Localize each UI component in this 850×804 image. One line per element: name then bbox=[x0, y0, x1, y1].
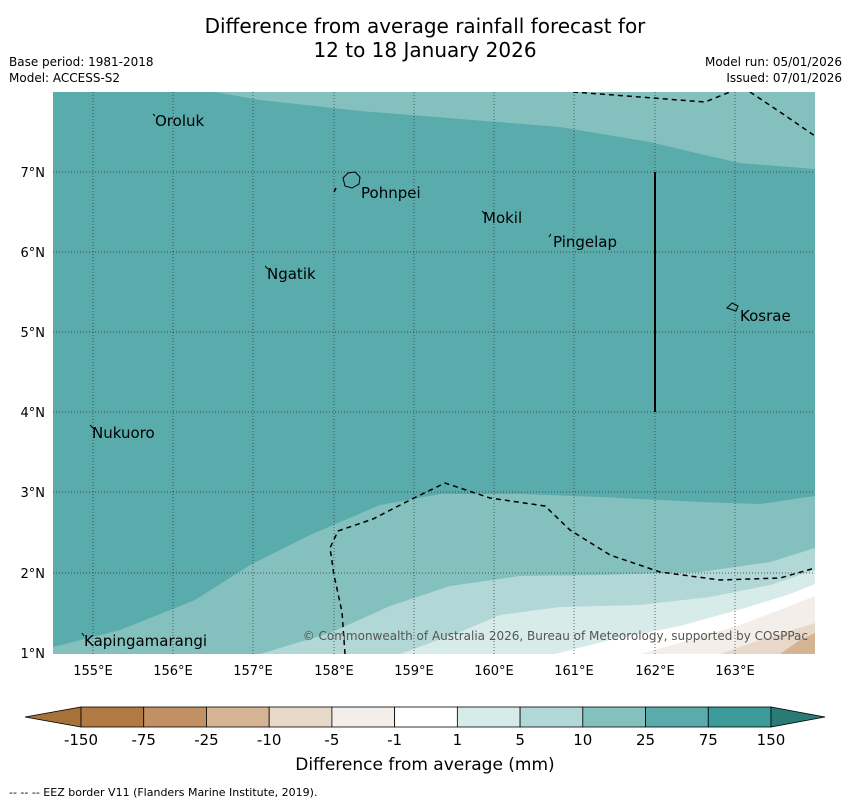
colorbar-tick-label: -75 bbox=[131, 731, 156, 749]
lat-label-1: 1°N bbox=[21, 647, 46, 662]
lon-label-163: 163°E bbox=[715, 664, 755, 679]
label-kapingamarangi: Kapingamarangi bbox=[84, 632, 207, 650]
lon-label-161: 161°E bbox=[554, 664, 594, 679]
eez-border-south bbox=[329, 482, 815, 654]
lat-label-6: 6°N bbox=[21, 246, 46, 261]
title-line-2: 12 to 18 January 2026 bbox=[313, 38, 537, 62]
colorbar-tick-label: -150 bbox=[64, 731, 98, 749]
lat-axis-labels: 7°N 6°N 5°N 4°N 3°N 2°N 1°N bbox=[21, 166, 46, 662]
colorbar-segment bbox=[331, 706, 396, 728]
lon-label-162: 162°E bbox=[635, 664, 675, 679]
label-pingelap: Pingelap bbox=[553, 233, 617, 251]
lat-label-7: 7°N bbox=[21, 166, 46, 181]
colorbar-segment bbox=[394, 706, 458, 728]
colorbar-tick-label: 75 bbox=[699, 731, 718, 749]
label-pohnpei: Pohnpei bbox=[361, 184, 421, 202]
band-minus25-minus10 bbox=[780, 633, 815, 654]
lat-label-4: 4°N bbox=[21, 406, 46, 421]
colorbar-segment bbox=[80, 706, 145, 728]
eez-border-northeast bbox=[749, 92, 815, 137]
colorbar-labels: -150 -75 -25 -10 -5 -1 1 5 10 25 75 150 bbox=[64, 731, 785, 749]
kosrae-island bbox=[726, 302, 739, 312]
copyright-text: © Commonwealth of Australia 2026, Bureau… bbox=[303, 629, 808, 643]
kapingamarangi-atoll bbox=[81, 632, 85, 637]
lon-label-159: 159°E bbox=[394, 664, 434, 679]
islands bbox=[81, 113, 739, 637]
colorbar-extend-high bbox=[770, 706, 826, 728]
title-line-1: Difference from average rainfall forecas… bbox=[204, 14, 646, 38]
colorbar-tick-label: -25 bbox=[194, 731, 219, 749]
colorbar-tick-label: 150 bbox=[757, 731, 786, 749]
band-10-25-north bbox=[215, 92, 815, 169]
lat-label-2: 2°N bbox=[21, 567, 46, 582]
colorbar-segment bbox=[268, 706, 333, 728]
eez-border-north bbox=[572, 92, 733, 103]
oroluk-atoll bbox=[152, 113, 156, 117]
lon-label-158: 158°E bbox=[314, 664, 354, 679]
colorbar-title: Difference from average (mm) bbox=[295, 755, 555, 775]
eez-borders bbox=[329, 92, 815, 654]
colorbar-segment bbox=[519, 706, 584, 728]
colorbar-tick-label: 1 bbox=[453, 731, 463, 749]
issued-date: Issued: 07/01/2026 bbox=[726, 71, 842, 85]
colorbar-tick-label: 5 bbox=[515, 731, 525, 749]
colorbar-segment bbox=[707, 706, 772, 728]
colorbar-segment bbox=[143, 706, 207, 728]
eez-footnote: -- -- -- EEZ border V11 (Flanders Marine… bbox=[9, 786, 318, 799]
colorbar-segment bbox=[645, 706, 709, 728]
map-frame: Oroluk Pohnpei Mokil Pingelap Ngatik Kos… bbox=[53, 92, 815, 654]
colorbar-tick-label: 10 bbox=[573, 731, 592, 749]
mokil-atoll bbox=[481, 210, 486, 215]
colorbar-segment bbox=[206, 706, 270, 728]
nukuoro-atoll bbox=[89, 424, 95, 430]
base-period: Base period: 1981-2018 bbox=[9, 55, 154, 69]
map-title: Difference from average rainfall forecas… bbox=[0, 14, 850, 62]
colorbar-extend-low bbox=[24, 706, 82, 728]
label-oroluk: Oroluk bbox=[155, 112, 204, 130]
lon-label-155: 155°E bbox=[73, 664, 113, 679]
label-ngatik: Ngatik bbox=[267, 265, 316, 283]
lon-label-156: 156°E bbox=[153, 664, 193, 679]
label-mokil: Mokil bbox=[483, 209, 522, 227]
label-kosrae: Kosrae bbox=[740, 307, 791, 325]
label-nukuoro: Nukuoro bbox=[92, 424, 155, 442]
lon-axis-labels: 155°E 156°E 157°E 158°E 159°E 160°E 161°… bbox=[73, 664, 755, 679]
model-name: Model: ACCESS-S2 bbox=[9, 71, 121, 85]
pohnpei-island bbox=[342, 171, 361, 189]
meta-left: Base period: 1981-2018 Model: ACCESS-S2 bbox=[9, 54, 154, 86]
colorbar-tick-label: 25 bbox=[636, 731, 655, 749]
lon-label-157: 157°E bbox=[233, 664, 273, 679]
colorbar-segment bbox=[456, 706, 521, 728]
colorbar-tick-label: -1 bbox=[387, 731, 402, 749]
model-run: Model run: 05/01/2026 bbox=[704, 55, 842, 69]
ngatik-atoll bbox=[264, 265, 269, 270]
colorbar bbox=[24, 706, 826, 728]
colorbar-tick-label: -5 bbox=[324, 731, 339, 749]
lat-label-3: 3°N bbox=[21, 486, 46, 501]
lon-label-160: 160°E bbox=[474, 664, 514, 679]
colorbar-tick-label: -10 bbox=[257, 731, 282, 749]
meta-right: Model run: 05/01/2026 Issued: 07/01/2026 bbox=[705, 54, 842, 86]
graticule bbox=[53, 92, 815, 654]
pingelap-atoll bbox=[548, 233, 552, 238]
lat-label-5: 5°N bbox=[21, 326, 46, 341]
eez-border-fragment bbox=[333, 187, 337, 193]
place-labels: Oroluk Pohnpei Mokil Pingelap Ngatik Kos… bbox=[84, 112, 791, 650]
colorbar-segment bbox=[582, 706, 646, 728]
